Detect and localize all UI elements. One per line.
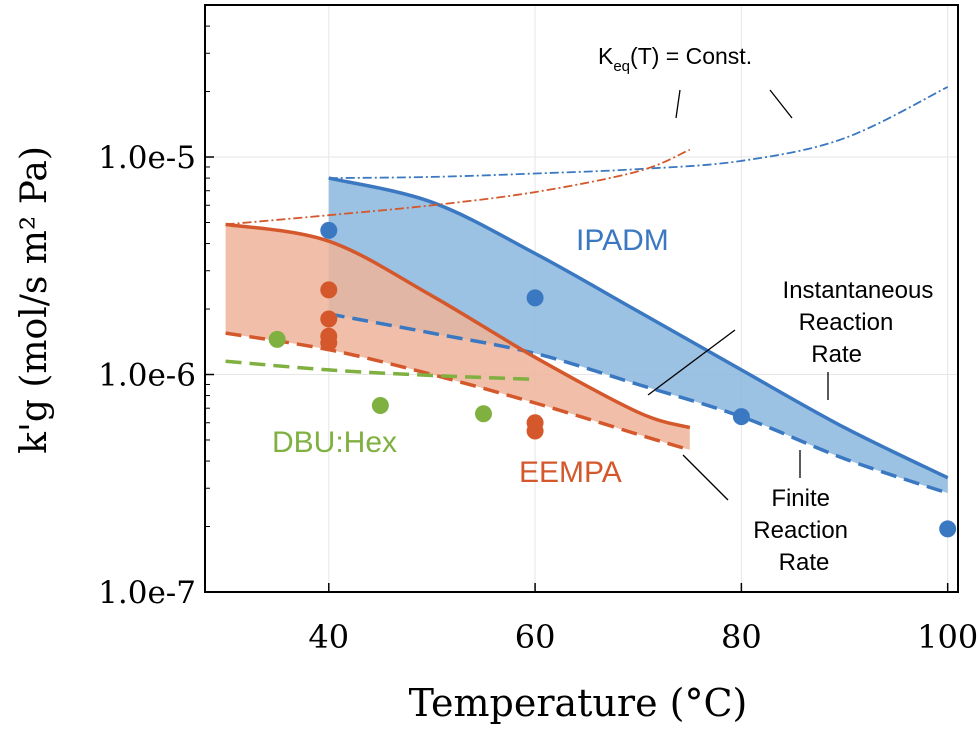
dbuhex-point xyxy=(371,397,389,415)
eempa-point xyxy=(526,422,544,440)
instantaneous-line-1: Instantaneous xyxy=(783,277,934,304)
finite-line-3: Rate xyxy=(779,549,830,576)
keq-main: K xyxy=(598,43,614,69)
ipadm-point xyxy=(320,221,338,239)
x-axis-label: Temperature (°C) xyxy=(409,681,748,725)
eempa-point xyxy=(320,334,338,352)
eempa-instantaneous-line xyxy=(225,222,691,430)
keq-leader-eempa xyxy=(675,89,681,119)
instantaneous-line-3: Rate xyxy=(811,341,862,368)
ipadm-finite-line xyxy=(328,312,949,495)
instantaneous-line-2: Reaction xyxy=(799,309,894,336)
keq-sub: eq xyxy=(613,58,630,75)
y-axis-label: k'g (mol/s m² Pa) xyxy=(14,146,55,454)
instantaneous-annotation: Instantaneous Reaction Rate xyxy=(783,277,940,368)
data-points xyxy=(268,221,957,538)
y-tick-label: 1.0e-6 xyxy=(98,358,196,394)
ipadm-point xyxy=(939,520,957,538)
annotation-leaders xyxy=(647,89,829,501)
x-tick-label: 80 xyxy=(721,618,762,656)
finite-annotation: Finite Reaction Rate xyxy=(753,485,854,576)
eempa-finite-line xyxy=(225,331,691,452)
eempa-point xyxy=(320,310,338,328)
ipadm-point xyxy=(732,408,750,426)
x-tick-label: 100 xyxy=(917,618,978,656)
eempa-point xyxy=(320,281,338,299)
dbuhex-point xyxy=(268,330,286,348)
series-label-ipadm: IPADM xyxy=(576,224,669,257)
eempa-keq-line xyxy=(225,148,691,226)
keq-leader-ipadm xyxy=(769,89,793,119)
series-lines xyxy=(225,86,949,495)
x-tick-label: 40 xyxy=(308,618,349,656)
tick-labels: 40 60 80 100 1.0e-7 1.0e-6 1.0e-5 xyxy=(98,140,978,656)
ipadm-instantaneous-line xyxy=(328,176,949,480)
finite-leader xyxy=(682,454,729,501)
ipadm-band xyxy=(328,178,948,494)
x-tick-label: 60 xyxy=(515,618,556,656)
finite-line-2: Reaction xyxy=(753,517,848,544)
y-tick-label: 1.0e-5 xyxy=(98,140,196,176)
finite-line-1: Finite xyxy=(771,485,830,512)
dbuhex-finite-line xyxy=(225,359,536,382)
ipadm-keq-line xyxy=(328,86,949,179)
keq-annotation: Keq(T) = Const. xyxy=(598,43,752,75)
instantaneous-leader xyxy=(647,329,736,396)
keq-rest: (T) = Const. xyxy=(630,43,752,69)
y-tick-label: 1.0e-7 xyxy=(98,575,196,611)
series-label-eempa: EEMPA xyxy=(519,456,622,489)
dbuhex-point xyxy=(475,405,493,423)
plot-frame xyxy=(204,4,959,593)
series-label-dbuhex: DBU:Hex xyxy=(272,426,397,459)
ipadm-point xyxy=(526,289,544,307)
